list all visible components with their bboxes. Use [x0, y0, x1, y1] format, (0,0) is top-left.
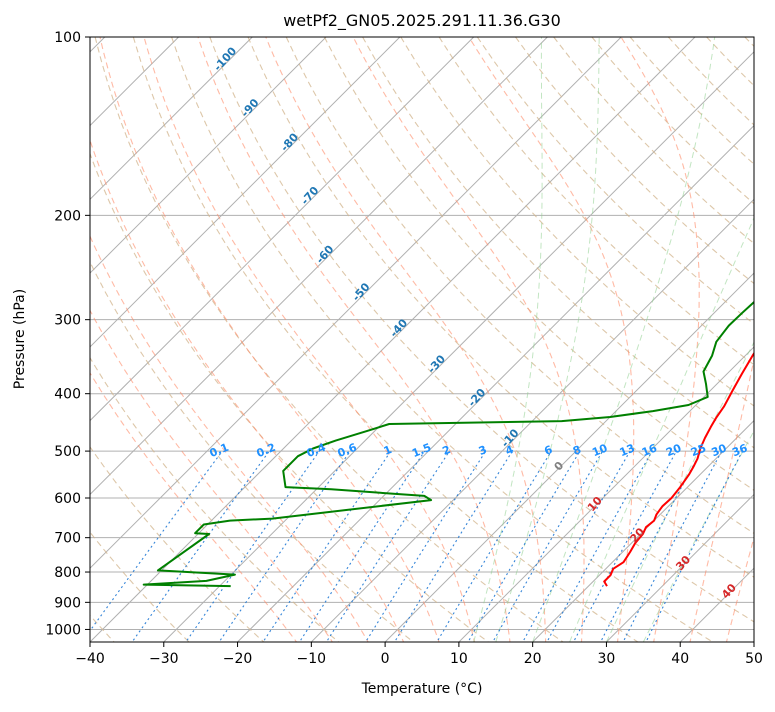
y-tick-label: 900 [54, 595, 81, 611]
y-tick-label: 1000 [45, 622, 81, 638]
y-axis-title: Pressure (hPa) [12, 289, 28, 389]
x-tick-label: −10 [297, 651, 327, 667]
y-tick-label: 300 [54, 313, 81, 329]
x-tick-label: −40 [75, 651, 105, 667]
x-tick-label: 50 [745, 651, 763, 667]
x-tick-label: 30 [598, 651, 616, 667]
x-tick-label: 10 [450, 651, 468, 667]
y-tick-label: 700 [54, 531, 81, 547]
x-tick-label: 20 [524, 651, 542, 667]
x-tick-label: 40 [671, 651, 689, 667]
chart-title: wetPf2_GN05.2025.291.11.36.G30 [283, 11, 561, 31]
y-tick-label: 100 [54, 30, 81, 46]
y-tick-label: 800 [54, 565, 81, 581]
y-tick-label: 400 [54, 387, 81, 403]
y-tick-label: 600 [54, 491, 81, 507]
x-tick-label: 0 [381, 651, 390, 667]
x-tick-label: −20 [223, 651, 253, 667]
y-tick-label: 200 [54, 208, 81, 224]
x-tick-label: −30 [149, 651, 179, 667]
x-axis-title: Temperature (°C) [361, 681, 483, 697]
y-tick-label: 500 [54, 444, 81, 460]
